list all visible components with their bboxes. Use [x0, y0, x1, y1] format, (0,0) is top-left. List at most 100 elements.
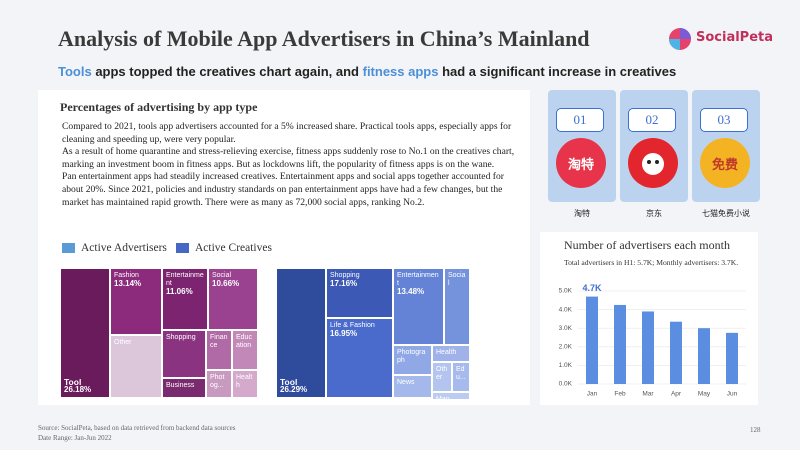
- treemap-cell: Tool 26.18%: [60, 268, 110, 398]
- cell-label: Entertainment: [166, 272, 204, 287]
- cell-label: Health: [436, 349, 457, 356]
- cell-label: Health: [236, 374, 253, 389]
- cell-label: Other: [114, 339, 132, 346]
- legend-label: Active Advertisers: [81, 242, 167, 254]
- bar: [670, 321, 682, 384]
- x-tick-label: Mar: [642, 391, 654, 398]
- cell-label: Photograph: [397, 349, 426, 364]
- cell-label: Social: [448, 272, 466, 287]
- cell-label: Social: [212, 272, 232, 279]
- x-tick-label: May: [698, 391, 711, 398]
- cell-share: 26.18%: [64, 385, 92, 394]
- cell-label: Other: [436, 366, 448, 381]
- cell-label: Photog...: [210, 374, 225, 389]
- app-name: 淘特: [574, 209, 590, 218]
- cell-label: Fashion: [114, 272, 139, 279]
- subtitle-highlight: fitness apps: [362, 64, 439, 79]
- logo: SocialPeta: [668, 27, 773, 51]
- treemap-cell: Education: [232, 330, 258, 370]
- cell-share: 13.14%: [114, 279, 142, 288]
- treemap-cell: Health: [232, 370, 258, 398]
- cell-label: Tool: [64, 377, 82, 387]
- subtitle-highlight: Tools: [58, 64, 92, 79]
- treemap-cell: Photograph: [393, 345, 432, 375]
- app-card: 01 淘特: [548, 90, 616, 202]
- cell-label: Business: [166, 382, 195, 389]
- chart-title: Number of advertisers each month: [564, 238, 730, 252]
- treemap-cell: Man...: [432, 392, 470, 400]
- y-tick-label: 4.0K: [559, 306, 573, 313]
- treemap-cell: Social: [444, 268, 470, 345]
- cell-label: Edu...: [456, 366, 466, 381]
- treemap-cell: Edu...: [452, 362, 470, 392]
- title: Analysis of Mobile App Advertisers in Ch…: [58, 26, 590, 51]
- source-note: Source: SocialPeta, based on data retrie…: [38, 424, 236, 432]
- cell-label: Man...: [436, 396, 456, 400]
- bar: [726, 332, 738, 384]
- treemap-cell: Fashion 13.14%: [110, 268, 162, 335]
- treemap-cell: Other: [110, 335, 162, 398]
- bar: [586, 296, 598, 384]
- legend-swatch: [62, 243, 75, 253]
- app-card: 03 免费: [692, 90, 760, 202]
- cell-share: 26.29%: [280, 385, 308, 394]
- cell-share: 10.66%: [212, 279, 240, 288]
- treemap-cell: News: [393, 375, 432, 398]
- paragraphs: Compared to 2021, tools app advertisers …: [62, 121, 524, 209]
- x-tick-label: Feb: [614, 391, 626, 398]
- bar: [614, 304, 626, 384]
- data-label: 4.7K: [582, 283, 602, 293]
- y-tick-label: 3.0K: [559, 325, 573, 332]
- app-rank: 01: [556, 108, 604, 132]
- app-name: 七猫免费小说: [702, 209, 750, 218]
- paragraph: Pan entertainment apps had steadily incr…: [62, 171, 504, 208]
- subtitle-text: apps topped the creatives chart again, a…: [91, 64, 363, 79]
- treemap-cell: Finance: [206, 330, 232, 370]
- y-tick-label: 1.0K: [559, 362, 573, 369]
- cell-share: 16.95%: [330, 329, 358, 338]
- bar: [642, 311, 654, 384]
- logo-mark: [669, 28, 691, 50]
- treemap-cell: Shopping 17.16%: [326, 268, 393, 318]
- y-tick-label: 2.0K: [559, 344, 573, 351]
- subtitle: Tools apps topped the creatives chart ag…: [58, 64, 676, 79]
- treemap-cell: Shopping: [162, 330, 206, 378]
- cell-share: 17.16%: [330, 279, 358, 288]
- paragraph: As a result of home quarantine and stres…: [62, 146, 515, 170]
- treemap-cell: Social 10.66%: [208, 268, 258, 330]
- app-icon: 免费: [700, 138, 750, 188]
- page-number: 128: [750, 426, 761, 434]
- x-tick-label: Jan: [587, 391, 598, 398]
- treemap-cell: Photog...: [206, 370, 232, 398]
- treemap-cell: Other: [432, 362, 452, 392]
- treemap-cell: Entertainment 13.48%: [393, 268, 444, 345]
- bar: [698, 328, 710, 384]
- treemap-cell: Tool 26.29%: [276, 268, 326, 398]
- y-tick-label: 0.0K: [559, 381, 573, 388]
- chart-subtitle: Total advertisers in H1: 5.7K; Monthly a…: [564, 258, 739, 267]
- app-rank: 03: [700, 108, 748, 132]
- treemap-cell: Life & Fashion 16.95%: [326, 318, 393, 398]
- x-tick-label: Apr: [671, 391, 682, 398]
- app-card: 02: [620, 90, 688, 202]
- cell-label: Shopping: [330, 272, 360, 279]
- treemap-cell: Entertainment 11.06%: [162, 268, 208, 330]
- legend-item: Active Advertisers: [62, 242, 167, 254]
- cell-label: Entertainment: [397, 272, 439, 287]
- app-rank: 02: [628, 108, 676, 132]
- legend-swatch: [176, 243, 189, 253]
- x-tick-label: Jun: [727, 391, 738, 398]
- icon-art: [642, 153, 664, 175]
- y-tick-label: 5.0K: [559, 288, 573, 295]
- cell-label: Shopping: [166, 334, 196, 341]
- section-heading: Percentages of advertising by app type: [60, 100, 258, 114]
- cell-share: 13.48%: [397, 287, 425, 296]
- date-range: Date Range: Jan-Jun 2022: [38, 434, 112, 442]
- paragraph: Compared to 2021, tools app advertisers …: [62, 121, 512, 145]
- legend-item: Active Creatives: [176, 242, 272, 254]
- app-icon: 淘特: [556, 138, 606, 188]
- treemap-cell: Health: [432, 345, 470, 362]
- legend-label: Active Creatives: [195, 242, 272, 254]
